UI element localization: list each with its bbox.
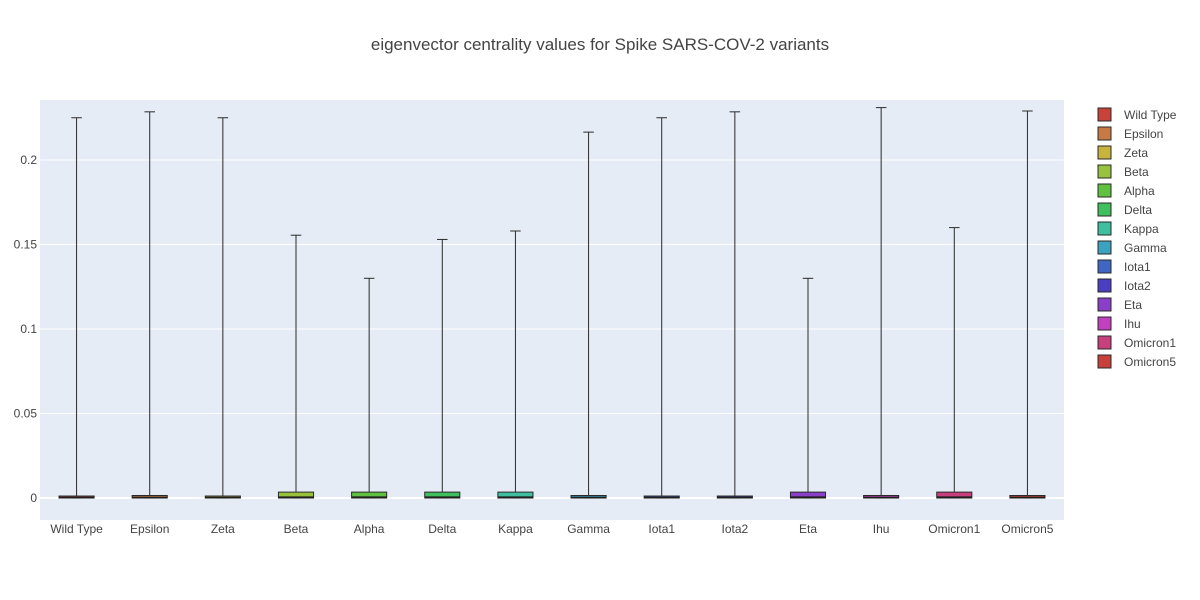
plot-area [40, 100, 1064, 520]
legend-item[interactable]: Zeta [1097, 145, 1148, 160]
legend-swatch [1097, 221, 1112, 236]
legend-label: Omicron5 [1124, 355, 1176, 369]
y-tick-label: 0.2 [20, 153, 37, 167]
y-tick-label: 0 [30, 491, 37, 505]
y-tick-label: 0.05 [14, 407, 38, 421]
x-tick-label: Iota1 [648, 522, 675, 536]
x-axis-ticks: Wild Type Epsilon Zeta Beta Alpha Delta Kappa G… [50, 522, 1053, 536]
legend-swatch [1097, 183, 1112, 198]
x-tick-label: Alpha [354, 522, 385, 536]
legend-label: Epsilon [1124, 127, 1163, 141]
box-epsilon[interactable] [131, 111, 168, 499]
x-tick-label: Kappa [498, 522, 533, 536]
box-kappa[interactable] [497, 230, 534, 499]
legend-swatch [1097, 145, 1112, 160]
legend-swatch [1097, 316, 1112, 331]
box-wild-type[interactable] [58, 117, 95, 499]
box-ihu[interactable] [863, 107, 900, 499]
box-body [936, 491, 973, 499]
legend-item[interactable]: Omicron5 [1097, 354, 1176, 369]
box-omicron1[interactable] [936, 227, 973, 499]
legend-item[interactable]: Wild Type [1097, 107, 1177, 122]
x-tick-label: Beta [284, 522, 309, 536]
legend-item[interactable]: Iota1 [1097, 259, 1151, 274]
legend-label: Zeta [1124, 146, 1148, 160]
legend-label: Beta [1124, 165, 1149, 179]
legend-label: Iota2 [1124, 279, 1151, 293]
box-beta[interactable] [277, 234, 315, 499]
legend-swatch [1097, 259, 1112, 274]
legend-swatch [1097, 240, 1112, 255]
box-alpha[interactable] [351, 277, 388, 499]
legend-item[interactable]: Ihu [1097, 316, 1141, 331]
box-body [277, 491, 315, 499]
legend-label: Gamma [1124, 241, 1167, 255]
x-tick-label: Iota2 [722, 522, 749, 536]
legend-item[interactable]: Eta [1097, 297, 1142, 312]
legend-label: Iota1 [1124, 260, 1151, 274]
legend-swatch [1097, 278, 1112, 293]
legend-item[interactable]: Omicron1 [1097, 335, 1176, 350]
x-tick-label: Eta [799, 522, 817, 536]
legend-swatch [1097, 202, 1112, 217]
box-eta[interactable] [789, 277, 827, 499]
legend-item[interactable]: Kappa [1097, 221, 1159, 236]
legend-item[interactable]: Gamma [1097, 240, 1167, 255]
x-tick-label: Epsilon [130, 522, 169, 536]
box-body [351, 491, 388, 499]
box-body [789, 491, 827, 499]
legend-swatch [1097, 297, 1112, 312]
x-tick-label: Delta [428, 522, 456, 536]
chart-title: eigenvector centrality values for Spike … [371, 35, 829, 54]
x-tick-label: Zeta [211, 522, 235, 536]
legend-label: Eta [1124, 298, 1142, 312]
legend[interactable]: Wild Type Epsilon Zeta Beta Alpha Delta Kappa G… [1097, 107, 1177, 369]
legend-label: Ihu [1124, 317, 1141, 331]
legend-swatch [1097, 126, 1112, 141]
box-gamma[interactable] [570, 131, 607, 499]
x-tick-label: Ihu [873, 522, 890, 536]
x-tick-label: Gamma [567, 522, 610, 536]
legend-item[interactable]: Iota2 [1097, 278, 1151, 293]
y-tick-label: 0.15 [14, 238, 38, 252]
legend-item[interactable]: Beta [1097, 164, 1149, 179]
x-tick-label: Wild Type [50, 522, 103, 536]
legend-swatch [1097, 164, 1112, 179]
box-zeta[interactable] [204, 117, 241, 499]
legend-item[interactable]: Alpha [1097, 183, 1155, 198]
legend-swatch [1097, 107, 1112, 122]
box-delta[interactable] [424, 238, 461, 499]
box-iota2[interactable] [716, 111, 753, 499]
box-series-layer [58, 107, 1046, 499]
box-omicron5[interactable] [1009, 110, 1046, 499]
box-body [424, 491, 461, 499]
y-tick-label: 0.1 [20, 322, 37, 336]
legend-label: Wild Type [1124, 108, 1177, 122]
legend-label: Alpha [1124, 184, 1155, 198]
legend-item[interactable]: Epsilon [1097, 126, 1163, 141]
box-body [497, 491, 534, 499]
x-tick-label: Omicron1 [928, 522, 980, 536]
box-iota1[interactable] [643, 117, 680, 499]
legend-label: Delta [1124, 203, 1152, 217]
legend-label: Omicron1 [1124, 336, 1176, 350]
legend-swatch [1097, 335, 1112, 350]
legend-item[interactable]: Delta [1097, 202, 1152, 217]
legend-swatch [1097, 354, 1112, 369]
x-tick-label: Omicron5 [1001, 522, 1053, 536]
y-axis-ticks: 0 0.05 0.1 0.15 0.2 [14, 153, 38, 505]
legend-label: Kappa [1124, 222, 1159, 236]
